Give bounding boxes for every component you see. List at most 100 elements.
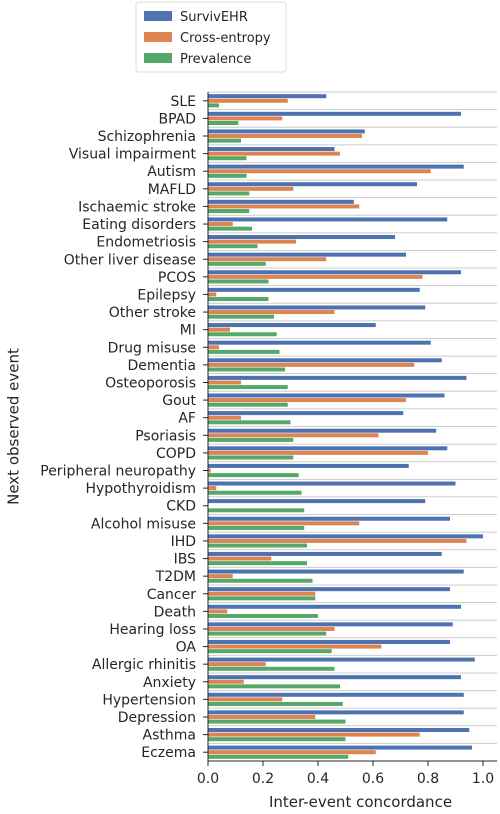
bar-prevalence-drug-misuse: [208, 350, 280, 354]
bar-survivehr-allergic-rhinitis: [208, 658, 475, 662]
bar-survivehr-anxiety: [208, 675, 461, 679]
bar-survivehr-bpad: [208, 112, 461, 116]
bar-cross-entropy-bpad: [208, 116, 282, 120]
y-tick-label: Hypothyroidism: [85, 481, 196, 497]
bar-survivehr-hypothyroidism: [208, 482, 456, 486]
bar-prevalence-epilepsy: [208, 297, 269, 301]
x-tick-label: 0.6: [362, 771, 384, 787]
bar-cross-entropy-allergic-rhinitis: [208, 662, 266, 666]
y-tick-label: OA: [176, 640, 197, 656]
bar-survivehr-ckd: [208, 499, 425, 503]
bar-prevalence-alcohol-misuse: [208, 526, 304, 530]
y-tick-label: COPD: [156, 446, 196, 462]
y-tick-label: Eating disorders: [82, 217, 196, 233]
bar-cross-entropy-dementia: [208, 363, 414, 367]
bar-survivehr-hypertension: [208, 693, 464, 697]
bar-prevalence-hypothyroidism: [208, 491, 302, 495]
y-tick-label: Asthma: [143, 728, 196, 744]
bar-survivehr-eating-disorders: [208, 217, 447, 221]
bar-survivehr-dementia: [208, 358, 442, 362]
bar-cross-entropy-asthma: [208, 733, 420, 737]
bar-prevalence-visual-impairment: [208, 156, 247, 160]
bar-prevalence-peripheral-neuropathy: [208, 473, 299, 477]
legend-swatch: [144, 11, 172, 21]
bar-prevalence-ibs: [208, 561, 307, 565]
bar-survivehr-schizophrenia: [208, 129, 365, 133]
bar-survivehr-mafld: [208, 182, 417, 186]
y-tick-label: Epilepsy: [137, 287, 196, 303]
y-tick-label: MI: [180, 323, 196, 339]
y-tick-label: Osteoporosis: [105, 375, 196, 391]
y-tick-label: Dementia: [128, 358, 196, 374]
bar-prevalence-schizophrenia: [208, 139, 241, 143]
legend-swatch: [144, 32, 172, 42]
bar-cross-entropy-copd: [208, 451, 428, 455]
bar-cross-entropy-ischaemic-stroke: [208, 204, 359, 208]
bar-prevalence-psoriasis: [208, 438, 293, 442]
bar-survivehr-alcohol-misuse: [208, 517, 450, 521]
bar-survivehr-sle: [208, 94, 326, 98]
y-tick-label: Other liver disease: [64, 252, 196, 268]
bar-survivehr-eczema: [208, 746, 472, 750]
y-tick-label: SLE: [170, 94, 196, 110]
bar-prevalence-af: [208, 420, 291, 424]
y-tick-label: PCOS: [158, 270, 196, 286]
bar-survivehr-t2dm: [208, 570, 464, 574]
bar-prevalence-autism: [208, 174, 247, 178]
bar-survivehr-copd: [208, 446, 447, 450]
bar-prevalence-pcos: [208, 279, 269, 283]
bar-survivehr-ihd: [208, 534, 483, 538]
bar-prevalence-t2dm: [208, 579, 313, 583]
bar-cross-entropy-ihd: [208, 539, 467, 543]
x-tick-label: 0.2: [252, 771, 274, 787]
bar-prevalence-oa: [208, 649, 332, 653]
y-tick-label: Other stroke: [109, 305, 196, 321]
bar-survivehr-ibs: [208, 552, 442, 556]
bar-prevalence-allergic-rhinitis: [208, 667, 335, 671]
bar-prevalence-other-stroke: [208, 315, 274, 319]
bar-survivehr-osteoporosis: [208, 376, 467, 380]
bar-cross-entropy-alcohol-misuse: [208, 521, 359, 525]
bar-cross-entropy-gout: [208, 398, 406, 402]
y-tick-label: Cancer: [147, 587, 197, 603]
bar-prevalence-osteoporosis: [208, 385, 288, 389]
y-tick-label: Endometriosis: [96, 235, 196, 251]
bar-prevalence-eczema: [208, 755, 348, 759]
y-tick-label: Drug misuse: [108, 340, 196, 356]
bar-survivehr-oa: [208, 640, 450, 644]
bar-survivehr-pcos: [208, 270, 461, 274]
bar-cross-entropy-t2dm: [208, 574, 233, 578]
bar-survivehr-gout: [208, 393, 445, 397]
bar-prevalence-eating-disorders: [208, 227, 252, 231]
bar-cross-entropy-drug-misuse: [208, 345, 219, 349]
y-tick-label: Alcohol misuse: [91, 516, 196, 532]
x-tick-label: 0.4: [307, 771, 329, 787]
y-tick-label: Visual impairment: [69, 147, 197, 163]
bar-cross-entropy-depression: [208, 715, 315, 719]
bar-cross-entropy-hearing-loss: [208, 627, 335, 631]
bar-cross-entropy-ibs: [208, 557, 271, 561]
y-tick-label: AF: [178, 411, 196, 427]
x-tick-label: 0.0: [197, 771, 219, 787]
y-axis-label: Next observed event: [5, 348, 23, 505]
x-tick-label: 1.0: [472, 771, 494, 787]
y-tick-label: Hypertension: [102, 692, 196, 708]
bar-cross-entropy-hypertension: [208, 697, 282, 701]
bar-cross-entropy-schizophrenia: [208, 134, 362, 138]
bar-cross-entropy-pcos: [208, 275, 423, 279]
y-tick-label: Psoriasis: [135, 428, 196, 444]
y-tick-label: Schizophrenia: [98, 129, 196, 145]
bar-prevalence-gout: [208, 403, 288, 407]
bar-cross-entropy-epilepsy: [208, 292, 216, 296]
bar-prevalence-mi: [208, 332, 277, 336]
y-tick-label: MAFLD: [148, 182, 196, 198]
bar-cross-entropy-anxiety: [208, 680, 244, 684]
bar-prevalence-asthma: [208, 737, 346, 741]
bar-prevalence-ischaemic-stroke: [208, 209, 249, 213]
y-tick-label: Ischaemic stroke: [78, 199, 196, 215]
bar-cross-entropy-mi: [208, 328, 230, 332]
bar-prevalence-ihd: [208, 544, 307, 548]
y-tick-label: Death: [154, 604, 196, 620]
y-tick-label: Eczema: [141, 745, 196, 761]
